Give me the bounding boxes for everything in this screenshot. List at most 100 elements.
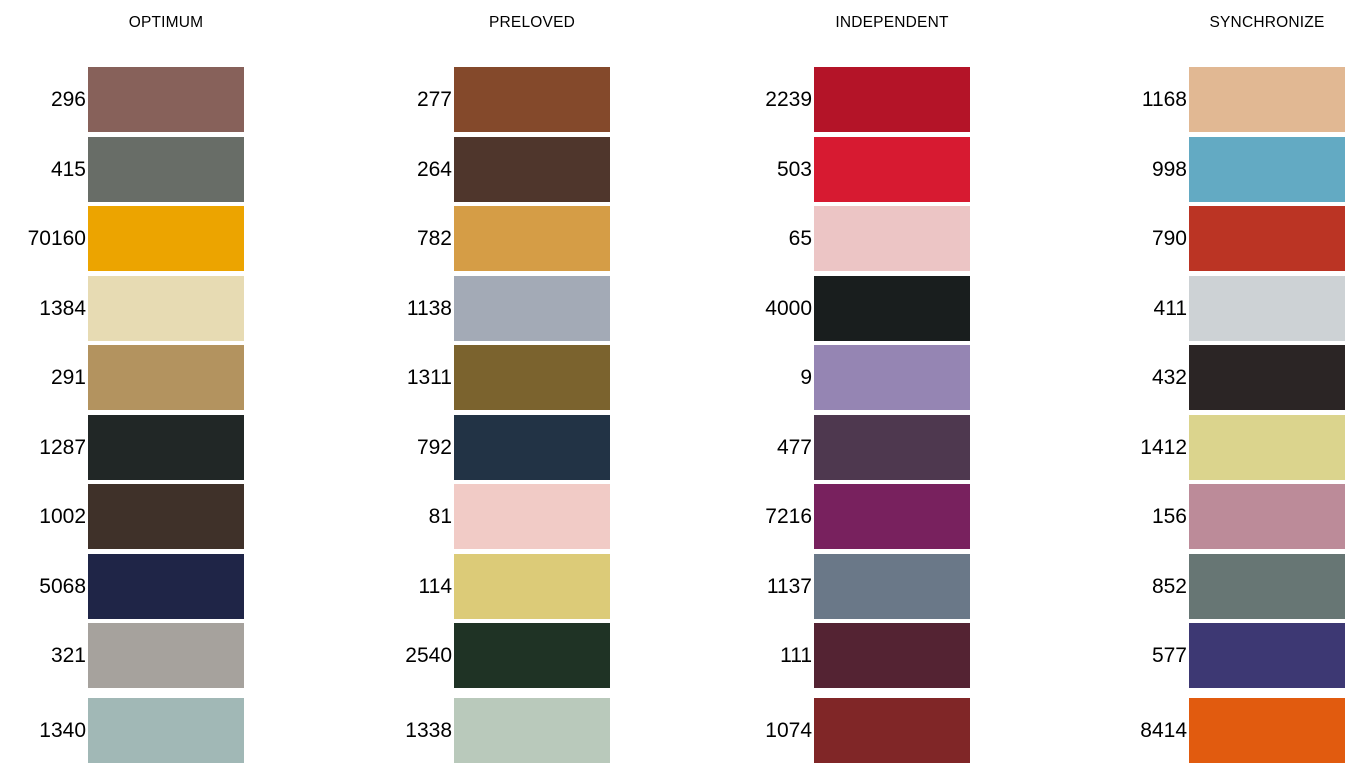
swatch-row: 998: [1101, 137, 1356, 202]
swatch-code: 2239: [765, 88, 812, 111]
swatch-row: 70160: [0, 206, 330, 271]
swatch-row: 411: [1101, 276, 1356, 341]
swatch-chip: [814, 415, 970, 480]
swatch-code: 8414: [1140, 719, 1187, 742]
swatch-chip: [814, 623, 970, 688]
swatch-row: 792: [366, 415, 696, 480]
swatch-row: 1002: [0, 484, 330, 549]
column-independent: INDEPENDENT 2239 503 65 4000 9 477 7216 1137 111 1…: [726, 0, 1056, 763]
swatch-row: 577: [1101, 623, 1356, 688]
swatch-code: 1287: [39, 436, 86, 459]
swatch-chip: [1189, 623, 1345, 688]
swatch-row: 111: [726, 623, 1056, 688]
swatch-code: 1138: [406, 297, 452, 320]
column-optimum: OPTIMUM 296 415 70160 1384 291 1287 1002 5068 321…: [0, 0, 330, 763]
swatch-row: 415: [0, 137, 330, 202]
swatch-row: 1287: [0, 415, 330, 480]
swatch-chip: [454, 484, 610, 549]
swatch-row: 4000: [726, 276, 1056, 341]
swatch-row: 477: [726, 415, 1056, 480]
swatch-row: 8414: [1101, 698, 1356, 763]
swatch-code: 477: [776, 436, 812, 459]
swatch-chip: [814, 554, 970, 619]
swatch-chip: [1189, 345, 1345, 410]
swatch-chip: [1189, 415, 1345, 480]
swatch-row: 1168: [1101, 67, 1356, 132]
swatch-code: 264: [416, 158, 452, 181]
swatch-code: 111: [780, 644, 812, 667]
swatch-row: 1412: [1101, 415, 1356, 480]
swatch-chip: [1189, 554, 1345, 619]
swatch-row: 2239: [726, 67, 1056, 132]
swatch-chip: [454, 415, 610, 480]
swatch-code: 577: [1151, 644, 1187, 667]
swatch-code: 503: [776, 158, 812, 181]
swatch-chip: [814, 345, 970, 410]
swatch-row: 156: [1101, 484, 1356, 549]
swatch-chip: [88, 415, 244, 480]
swatch-chip: [454, 623, 610, 688]
swatch-row: 1137: [726, 554, 1056, 619]
swatch-code: 4000: [765, 297, 812, 320]
swatch-row: 114: [366, 554, 696, 619]
swatch-code: 5068: [39, 575, 86, 598]
swatch-code: 65: [788, 227, 812, 250]
column-title: SYNCHRONIZE: [1209, 14, 1325, 31]
swatch-chip: [88, 698, 244, 763]
swatch-code: 1311: [406, 366, 452, 389]
swatch-row: 1340: [0, 698, 330, 763]
swatch-row: 1138: [366, 276, 696, 341]
swatch-chip: [814, 206, 970, 271]
swatch-code: 296: [50, 88, 86, 111]
swatch-row: 1074: [726, 698, 1056, 763]
swatch-code: 291: [50, 366, 86, 389]
swatch-row: 264: [366, 137, 696, 202]
swatch-row: 1384: [0, 276, 330, 341]
swatch-code: 1074: [765, 719, 812, 742]
swatch-code: 277: [416, 88, 452, 111]
swatch-code: 432: [1151, 366, 1187, 389]
swatch-code: 321: [50, 644, 86, 667]
swatch-code: 1137: [766, 575, 812, 598]
column-title: OPTIMUM: [128, 14, 204, 31]
swatch-row: 1338: [366, 698, 696, 763]
swatch-code: 782: [416, 227, 452, 250]
swatch-chip: [454, 554, 610, 619]
swatch-chip: [1189, 67, 1345, 132]
swatch-chip: [88, 554, 244, 619]
column-synchronize: SYNCHRONIZE 1168 998 790 411 432 1412 156 852 577…: [1101, 0, 1356, 763]
swatch-row: 81: [366, 484, 696, 549]
swatch-code: 852: [1151, 575, 1187, 598]
swatch-code: 415: [50, 158, 86, 181]
swatch-chip: [1189, 484, 1345, 549]
swatch-row: 503: [726, 137, 1056, 202]
column-title: PRELOVED: [488, 14, 576, 31]
swatch-row: 65: [726, 206, 1056, 271]
swatch-row: 321: [0, 623, 330, 688]
swatch-chip: [1189, 276, 1345, 341]
swatch-chip: [88, 623, 244, 688]
swatch-chip: [88, 345, 244, 410]
swatch-row: 5068: [0, 554, 330, 619]
swatch-code: 1168: [1141, 88, 1187, 111]
swatch-code: 1412: [1140, 436, 1187, 459]
swatch-code: 1384: [39, 297, 86, 320]
swatch-chip: [1189, 206, 1345, 271]
swatch-chip: [454, 137, 610, 202]
swatch-chip: [814, 137, 970, 202]
swatch-row: 2540: [366, 623, 696, 688]
column-preloved: PRELOVED 277 264 782 1138 1311 792 81 114 2540 133…: [366, 0, 696, 763]
swatch-row: 432: [1101, 345, 1356, 410]
swatch-chip: [454, 698, 610, 763]
swatch-chip: [1189, 698, 1345, 763]
swatch-chip: [814, 484, 970, 549]
swatch-code: 9: [800, 366, 812, 389]
swatch-code: 1340: [39, 719, 86, 742]
swatch-row: 296: [0, 67, 330, 132]
swatch-row: 277: [366, 67, 696, 132]
swatch-chip: [88, 67, 244, 132]
column-title: INDEPENDENT: [835, 14, 949, 31]
swatch-chip: [454, 276, 610, 341]
swatch-row: 1311: [366, 345, 696, 410]
swatch-code: 7216: [765, 505, 812, 528]
